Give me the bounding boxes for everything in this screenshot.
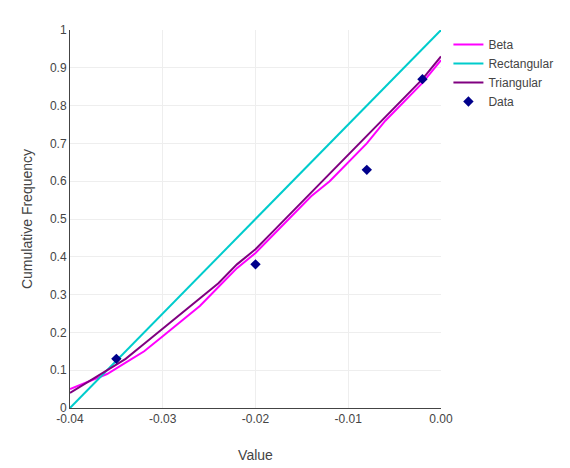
svg-text:Data: Data	[488, 95, 514, 109]
svg-text:0.8: 0.8	[50, 99, 67, 113]
svg-text:Triangular: Triangular	[488, 76, 542, 90]
svg-text:Value: Value	[238, 447, 273, 463]
svg-text:-0.03: -0.03	[149, 412, 177, 426]
svg-text:0.3: 0.3	[50, 288, 67, 302]
svg-text:Cumulative Frequency: Cumulative Frequency	[19, 149, 35, 289]
svg-text:-0.04: -0.04	[56, 412, 84, 426]
svg-text:-0.02: -0.02	[242, 412, 270, 426]
svg-text:0: 0	[60, 401, 67, 415]
svg-text:0.1: 0.1	[50, 363, 67, 377]
svg-text:0.6: 0.6	[50, 174, 67, 188]
svg-text:0.2: 0.2	[50, 326, 67, 340]
svg-text:0.4: 0.4	[50, 250, 67, 264]
svg-text:0.5: 0.5	[50, 212, 67, 226]
svg-text:0.9: 0.9	[50, 61, 67, 75]
svg-text:1: 1	[60, 23, 67, 37]
svg-text:0.7: 0.7	[50, 137, 67, 151]
svg-text:-0.01: -0.01	[335, 412, 363, 426]
svg-text:0.00: 0.00	[429, 412, 453, 426]
svg-text:Rectangular: Rectangular	[488, 57, 553, 71]
svg-text:Beta: Beta	[488, 38, 513, 52]
